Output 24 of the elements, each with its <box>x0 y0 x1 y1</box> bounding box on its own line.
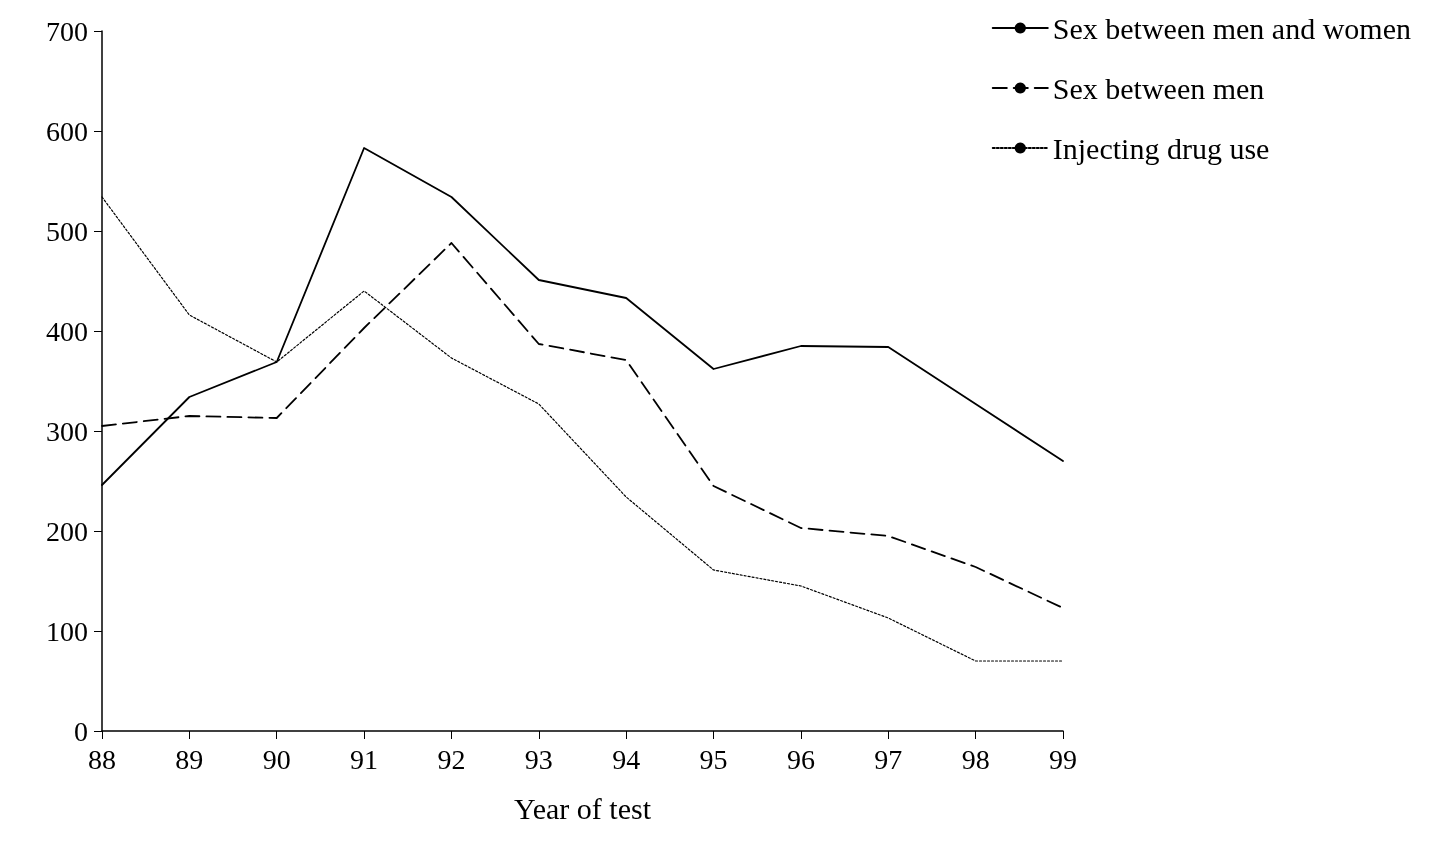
x-tick-label: 96 <box>786 743 815 775</box>
y-tick-label: 100 <box>46 615 88 647</box>
y-tick-label: 600 <box>46 115 88 147</box>
y-tick-label: 500 <box>46 215 88 247</box>
x-tick-label: 90 <box>262 743 291 775</box>
legend-label: Sex between men and women <box>1052 11 1412 45</box>
x-tick-label: 94 <box>612 743 641 775</box>
x-tick-label: 89 <box>175 743 204 775</box>
x-tick-label: 93 <box>524 743 553 775</box>
x-tick-label: 92 <box>437 743 466 775</box>
x-tick-label: 95 <box>699 743 728 775</box>
x-tick-label: 97 <box>874 743 903 775</box>
y-tick-label: 0 <box>74 715 88 747</box>
x-tick-label: 88 <box>88 743 116 775</box>
x-tick-label: 99 <box>1049 743 1077 775</box>
legend-label: Injecting drug use <box>1052 131 1270 165</box>
y-tick-label: 400 <box>46 315 88 347</box>
x-tick-label: 98 <box>961 743 990 775</box>
x-axis-title: Year of test <box>514 791 652 825</box>
y-tick-label: 300 <box>46 415 88 447</box>
y-tick-label: 200 <box>46 515 88 547</box>
x-tick-label: 91 <box>350 743 379 775</box>
y-tick-label: 700 <box>46 15 88 47</box>
legend-label: Sex between men <box>1052 71 1265 105</box>
